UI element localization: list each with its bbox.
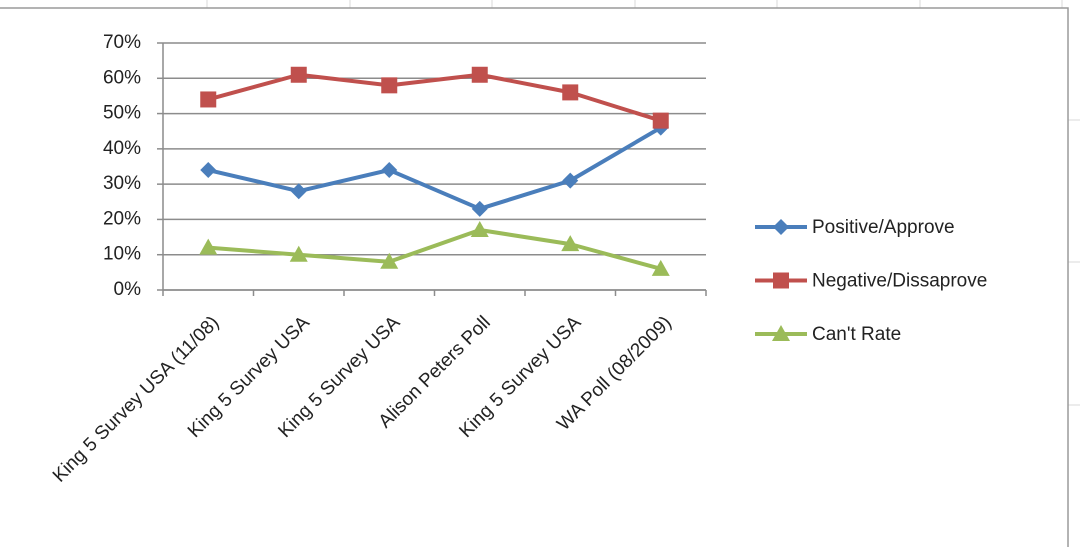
legend-label: Negative/Dissaprove [812, 271, 987, 292]
marker-square [652, 112, 669, 129]
marker-diamond [471, 200, 488, 217]
y-tick-label: 70% [103, 32, 141, 53]
series-line [208, 228, 662, 271]
marker-diamond [562, 172, 579, 189]
marker-diamond [290, 183, 307, 200]
marker-triangle [199, 238, 218, 255]
sheet-grid [206, 0, 1080, 406]
series-line [207, 125, 662, 211]
marker-triangle [561, 235, 580, 252]
marker-square [381, 77, 398, 94]
marker-triangle [380, 252, 399, 269]
legend-marker [772, 325, 790, 341]
marker-triangle [470, 221, 489, 238]
marker-square [290, 66, 307, 83]
marker-square [562, 84, 579, 101]
legend-marker [773, 272, 789, 289]
y-tick-label: 0% [114, 279, 142, 300]
y-tick-label: 50% [103, 103, 141, 124]
y-tick-label: 20% [103, 208, 141, 229]
marker-square [471, 66, 488, 83]
y-tick-label: 60% [103, 67, 141, 88]
y-tick-label: 40% [103, 138, 141, 159]
chart-area [0, 7, 1069, 547]
marker-triangle [289, 245, 308, 262]
marker-square [200, 91, 217, 108]
series-line [207, 72, 662, 123]
marker-diamond [381, 162, 398, 179]
y-tick-label: 10% [103, 244, 141, 265]
legend-label: Positive/Approve [812, 217, 955, 238]
marker-triangle [651, 259, 670, 276]
legend-label: Can't Rate [812, 324, 901, 345]
marker-diamond [200, 162, 217, 179]
legend-marker [773, 219, 789, 235]
y-tick-label: 30% [103, 173, 141, 194]
